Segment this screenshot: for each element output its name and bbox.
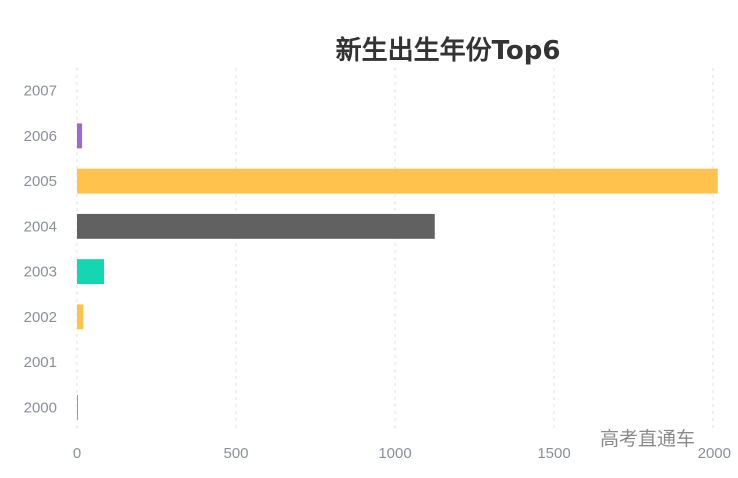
bar-2002 <box>77 304 84 330</box>
y-tick-label-2003: 2003 <box>24 264 57 281</box>
watermark-text: 高考直通车 <box>600 428 695 450</box>
y-tick-label-2005: 2005 <box>24 173 57 190</box>
x-tick-label-1000: 1000 <box>378 445 411 462</box>
bar-2003 <box>77 259 105 285</box>
y-tick-label-2006: 2006 <box>24 128 57 145</box>
x-tick-label-0: 0 <box>73 445 81 462</box>
x-axis-ticks: 0 500 1000 1500 2000 <box>73 445 731 462</box>
y-tick-label-2001: 2001 <box>24 354 57 371</box>
x-tick-label-500: 500 <box>223 445 248 462</box>
y-tick-label-2004: 2004 <box>24 218 57 235</box>
y-axis-ticks: 2000 2001 2002 2003 2004 2005 2006 2007 <box>24 83 57 417</box>
y-tick-label-2007: 2007 <box>24 83 57 100</box>
grid-lines <box>76 68 714 430</box>
bar-2000 <box>77 394 78 420</box>
chart-title: 新生出生年份Top6 <box>336 35 561 66</box>
x-tick-label-2000: 2000 <box>698 445 731 462</box>
bars <box>77 123 718 420</box>
x-tick-label-1500: 1500 <box>537 445 570 462</box>
bar-2005 <box>77 168 718 194</box>
y-tick-label-2000: 2000 <box>24 399 57 416</box>
bar-2004 <box>77 213 435 239</box>
y-tick-label-2002: 2002 <box>24 309 57 326</box>
bar-2006 <box>77 123 83 149</box>
